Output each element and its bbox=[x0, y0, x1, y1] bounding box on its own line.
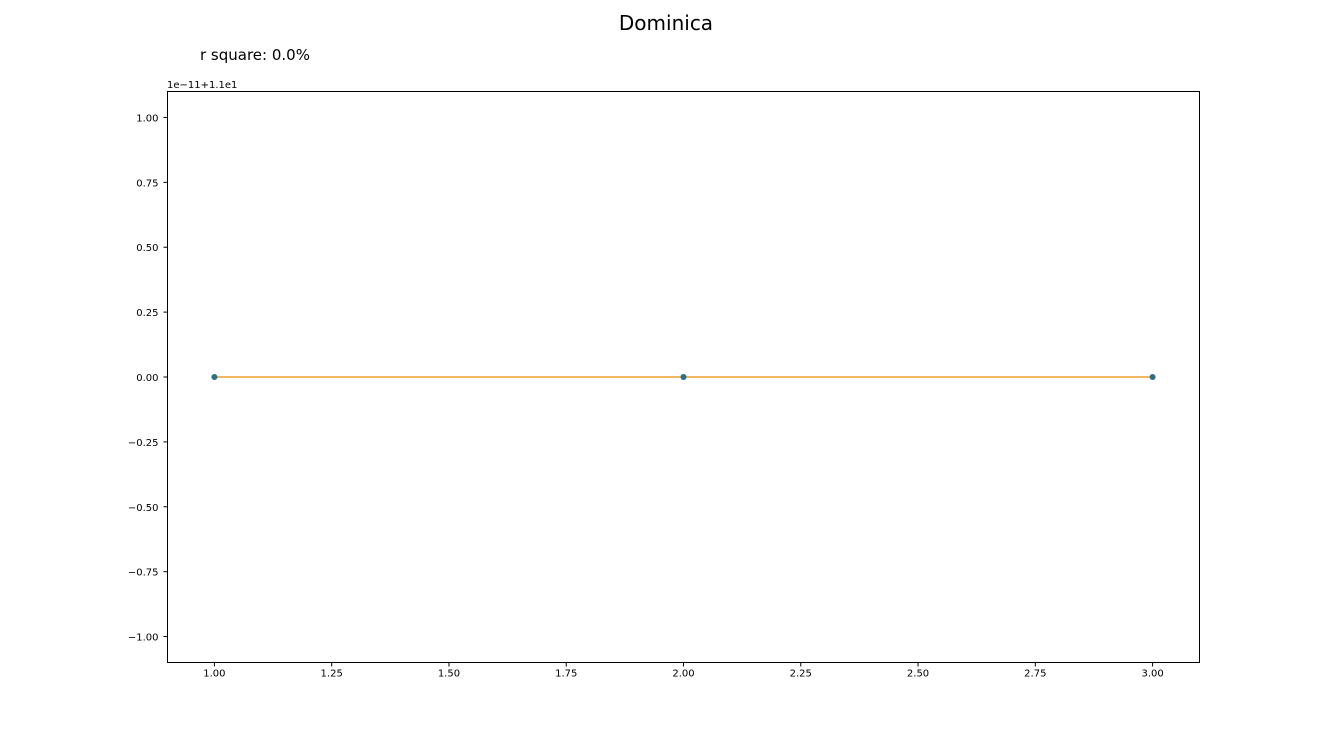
x-axis: 1.00 1.25 1.50 1.75 2.00 2.25 2.50 2.75 3.00 bbox=[203, 662, 1164, 680]
x-tick-label: 2.75 bbox=[1024, 669, 1046, 680]
y-tick-label: 0.00 bbox=[136, 373, 158, 384]
y-tick-label: 0.75 bbox=[136, 178, 158, 189]
y-tick-label: −1.00 bbox=[128, 633, 159, 644]
y-tick-label: −0.50 bbox=[128, 503, 159, 514]
x-tick-label: 2.50 bbox=[907, 669, 929, 680]
y-tick-label: 0.25 bbox=[136, 308, 158, 319]
x-tick-label: 2.25 bbox=[790, 669, 812, 680]
y-axis-offset-label: 1e−11+1.1e1 bbox=[167, 80, 237, 91]
x-tick-label: 1.25 bbox=[321, 669, 343, 680]
y-axis: 1.00 0.75 0.50 0.25 0.00 −0.25 −0.50 −0.75 −1.00 bbox=[128, 113, 168, 644]
y-tick-label: −0.25 bbox=[128, 438, 159, 449]
data-point bbox=[680, 374, 687, 380]
x-tick-label: 3.00 bbox=[1141, 669, 1163, 680]
series-layer bbox=[211, 374, 1156, 380]
y-tick-label: 0.50 bbox=[136, 243, 158, 254]
r-square-label: r square: 0.0% bbox=[200, 46, 310, 64]
data-point bbox=[211, 374, 218, 380]
x-tick-label: 1.75 bbox=[555, 669, 577, 680]
y-tick-label: 1.00 bbox=[136, 113, 158, 124]
x-tick-label: 2.00 bbox=[672, 669, 694, 680]
x-tick-label: 1.00 bbox=[203, 669, 225, 680]
chart-title: Dominica bbox=[619, 11, 713, 35]
y-tick-label: −0.75 bbox=[128, 568, 159, 579]
x-tick-label: 1.50 bbox=[438, 669, 460, 680]
data-point bbox=[1149, 374, 1156, 380]
